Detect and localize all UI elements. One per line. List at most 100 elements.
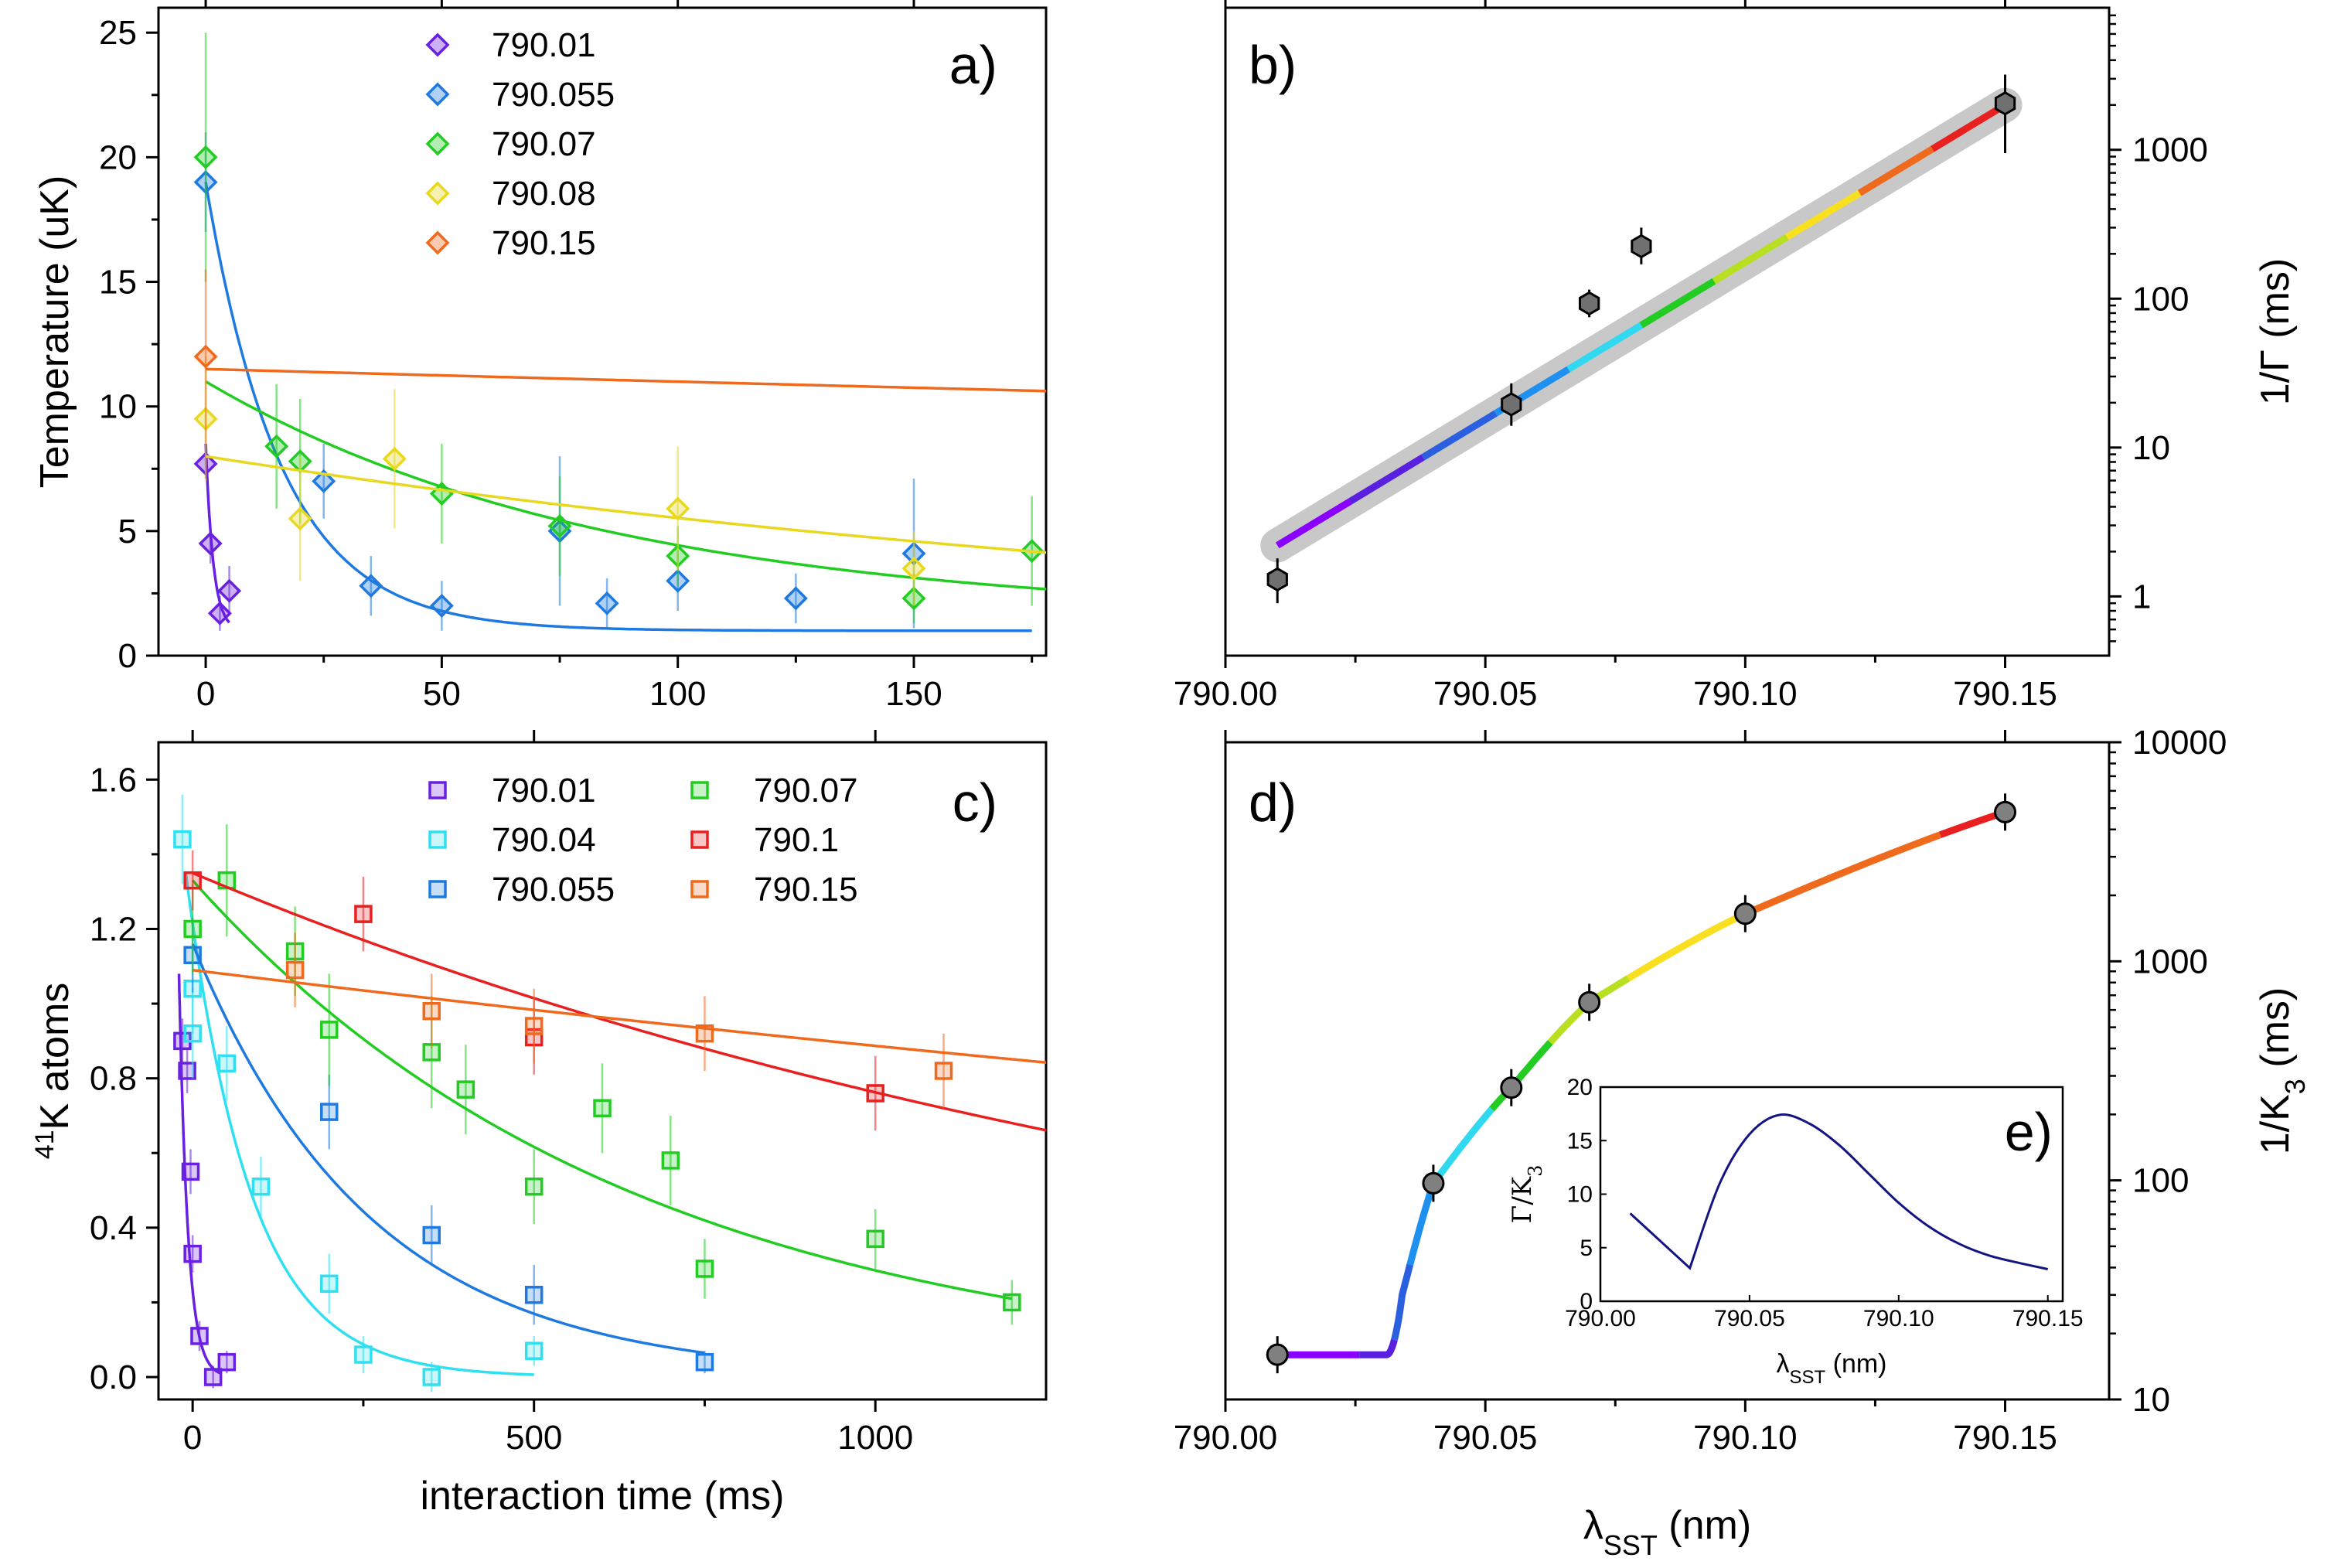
data-point <box>198 531 223 556</box>
fit-line-790.055 <box>191 943 705 1355</box>
series-790.055 <box>193 132 1032 632</box>
fit-line-790.07 <box>205 380 1046 591</box>
y-tick-label: 10 <box>99 388 137 426</box>
y-axis-label-text: K atoms <box>32 983 77 1130</box>
x-tick-label: 500 <box>506 1419 562 1457</box>
y-tick-label: 1.6 <box>90 761 137 799</box>
inset-y-axis-label-subscript: 3 <box>1525 1165 1546 1177</box>
y-axis-label-text: 1/K <box>2253 1094 2298 1154</box>
fit-line-segment <box>1931 101 2007 152</box>
data-point <box>1500 1076 1523 1099</box>
data-point <box>320 1103 339 1121</box>
data-point <box>217 1054 237 1073</box>
data-point <box>320 1021 339 1039</box>
curve-segment <box>1406 1182 1437 1266</box>
data-point <box>178 1062 196 1080</box>
legend-marker <box>428 781 447 799</box>
series-790.15 <box>193 269 1046 445</box>
inset-curve <box>1629 1113 2049 1270</box>
legend-marker <box>425 230 450 255</box>
inset-frame <box>1599 1086 2064 1303</box>
fit-line-segment <box>1348 454 1425 505</box>
data-point <box>429 594 454 619</box>
legend-entry: 790.055 <box>492 76 615 114</box>
inset-x-axis-label: λSST (nm) <box>1776 1349 1886 1388</box>
curve-segment <box>1547 975 1631 1045</box>
inset-panel-label: e) <box>2005 1102 2053 1162</box>
inset-y-axis-label: Γ/K3 <box>1507 1165 1546 1224</box>
data-point <box>183 1024 202 1043</box>
panel-label: b) <box>1249 35 1297 95</box>
inset-x-tick-label: 790.15 <box>2012 1306 2084 1331</box>
y-tick-label: 10 <box>2132 429 2170 467</box>
data-point <box>593 1099 612 1118</box>
y-tick-label: 0 <box>118 637 137 675</box>
data-point <box>547 513 572 538</box>
data-point <box>217 578 242 603</box>
y-tick-label: 5 <box>118 513 137 551</box>
curve-segment <box>1430 1106 1495 1186</box>
y-tick-label: 1.2 <box>90 910 137 948</box>
inset-x-tick-label: 790.00 <box>1565 1306 1636 1331</box>
inset-x-tick-label: 790.05 <box>1714 1306 1785 1331</box>
legend-entry: 790.04 <box>492 821 596 859</box>
x-axis-label: λSST (nm) <box>1583 1503 1751 1561</box>
data-point <box>207 601 232 625</box>
x-axis-label: interaction time (ms) <box>421 1474 785 1519</box>
inset-x-axis-label-unit: (nm) <box>1825 1349 1886 1379</box>
data-point <box>595 591 619 615</box>
data-point <box>1501 392 1522 417</box>
x-tick-label: 790.15 <box>1953 675 2057 713</box>
x-tick-label: 1000 <box>837 1419 913 1457</box>
legend-entry: 790.07 <box>492 125 596 163</box>
legend-entry: 790.15 <box>754 871 858 908</box>
curve-segment <box>1626 910 1747 982</box>
x-tick-label: 50 <box>423 675 461 713</box>
data-point <box>695 1024 714 1043</box>
panel-label: c) <box>953 772 997 833</box>
data-point <box>354 905 373 923</box>
legend-entry: 790.15 <box>492 224 596 262</box>
data-point <box>320 1274 339 1294</box>
data-point <box>1579 291 1600 316</box>
fit-line-790.15 <box>192 968 1046 1064</box>
plot-area <box>173 794 1046 1392</box>
legend-marker <box>428 880 447 898</box>
data-point <box>354 1345 373 1364</box>
fit-line-segment <box>1784 189 1862 240</box>
data-point <box>661 1151 680 1170</box>
x-tick-label: 790.10 <box>1693 1419 1798 1457</box>
x-tick-label: 790.10 <box>1693 675 1798 713</box>
data-point <box>382 446 407 471</box>
y-tick-label: 10 <box>2132 1381 2170 1419</box>
data-point <box>695 1260 714 1278</box>
data-point <box>264 434 289 458</box>
y-axis-label-subscript: 3 <box>2279 1079 2311 1094</box>
fit-line-segment <box>1275 498 1352 549</box>
data-point <box>193 344 218 369</box>
data-point <box>934 1062 953 1080</box>
data-point <box>1266 567 1288 592</box>
y-tick-label: 1000 <box>2132 943 2208 980</box>
plot-area <box>193 32 1046 632</box>
x-tick-label: 790.05 <box>1433 1419 1538 1457</box>
data-point <box>1733 902 1757 925</box>
data-point <box>1578 990 1601 1014</box>
panel-c: 0 500 1000 0.0 0.4 0.8 1.2 1.6 41K atoms interact… <box>30 730 1048 1519</box>
data-point <box>1266 1343 1289 1366</box>
fit-line-790.15 <box>206 367 1046 393</box>
data-point <box>866 1229 884 1249</box>
legend-marker <box>425 131 450 156</box>
data-point <box>183 871 202 890</box>
legend-marker <box>690 880 709 898</box>
inset-y-tick-label: 15 <box>1567 1128 1593 1154</box>
panel-label: d) <box>1249 772 1297 833</box>
x-axis-label-text: λ <box>1583 1503 1603 1548</box>
inset-x-axis-label-text: λ <box>1776 1349 1789 1379</box>
curve-segment <box>1938 809 2006 838</box>
x-tick-label: 100 <box>649 675 706 713</box>
inset-x-axis-label-subscript: SST <box>1789 1367 1825 1388</box>
plot-frame <box>1224 741 2111 1401</box>
plot-frame <box>157 6 1048 657</box>
